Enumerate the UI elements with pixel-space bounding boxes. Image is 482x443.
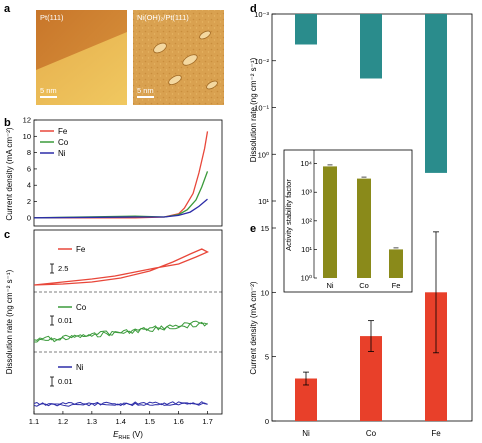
panel-d-ylabel: Dissolution rate (ng cm⁻² s⁻¹)	[249, 57, 258, 162]
panel-label-d: d	[250, 3, 257, 15]
panel-label-c: c	[4, 229, 10, 241]
scale-bar-right-label: 5 nm	[137, 86, 154, 95]
e-xtick-label: Co	[366, 429, 377, 438]
e-ytick-label: 0	[265, 417, 269, 426]
c-trace-co-2	[33, 321, 208, 341]
c-xtick-label: 1.5	[144, 417, 154, 426]
f-bar-ni	[323, 166, 337, 278]
panel-b: 0 2 4 6 8 10 12 Fe Co Ni Current density (mA cm⁻…	[5, 116, 223, 227]
f-ytick-label: 10¹	[301, 245, 312, 254]
b-ytick-label: 12	[23, 116, 31, 125]
panel-label-e: e	[250, 223, 256, 235]
c-trace-ni-2	[33, 401, 208, 406]
e-ytick-label: 10	[261, 288, 269, 297]
e-bar-co	[360, 336, 382, 421]
c-xtick-label: 1.2	[58, 417, 68, 426]
d-ytick-label: 10⁻¹	[254, 104, 269, 113]
d-ytick-label: 10⁻²	[254, 57, 269, 66]
e-bar-ni	[295, 378, 317, 421]
e-xtick-label: Ni	[302, 429, 310, 438]
f-ytick-label: 10⁰	[301, 274, 312, 283]
d-ytick-label: 10⁰	[258, 150, 269, 159]
scale-bar-right	[137, 96, 154, 98]
e-bar-fe	[425, 292, 447, 421]
c-xtick-label: 1.1	[29, 417, 39, 426]
c-xtick-label: 1.3	[87, 417, 97, 426]
b-ytick-label: 0	[27, 213, 31, 222]
panel-b-frame	[33, 119, 223, 227]
b-ytick-label: 2	[27, 197, 31, 206]
b-line-ni	[33, 198, 208, 219]
d-ytick-label: 10⁻³	[254, 10, 269, 19]
f-ytick-label: 10⁴	[300, 159, 312, 168]
stm-label-ni: Ni(OH)₂/Pt(111)	[137, 13, 189, 22]
c-scale-label: 0.01	[58, 316, 73, 325]
b-ytick-label: 8	[27, 148, 31, 157]
stm-terrace	[36, 32, 127, 105]
panel-d-e-f: 10⁻³ 10⁻² 10⁻¹ 10⁰ 10¹ 0 5 10 15 Ni Co Fe Dissolut…	[249, 10, 473, 438]
c-legend-label-ni: Ni	[76, 363, 84, 372]
e-ytick-label: 5	[265, 353, 269, 362]
panel-c-ylabel: Dissolution rate (ng cm⁻² s⁻¹)	[5, 269, 14, 374]
c-xtick-label: 1.7	[202, 417, 212, 426]
panel-c-frame	[33, 229, 223, 415]
panel-f-ylabel: Activity stability factor	[284, 179, 293, 251]
d-bar-ni	[295, 14, 317, 45]
f-ytick-label: 10³	[301, 188, 312, 197]
panel-label-a: a	[4, 3, 11, 15]
c-legend-label-co: Co	[76, 303, 87, 312]
c-trace-ni-1	[33, 402, 208, 407]
panel-b-ylabel: Current density (mA cm⁻²)	[5, 127, 14, 220]
c-scale-label: 2.5	[58, 264, 68, 273]
panel-c-xlabel: ERHE (V)	[113, 430, 143, 441]
panel-label-b: b	[4, 117, 11, 129]
stm-label-pt: Pt(111)	[40, 13, 64, 22]
scale-bar-left	[40, 96, 57, 98]
f-xtick-label: Ni	[326, 281, 333, 290]
b-line-co	[33, 171, 209, 219]
c-trace-fe	[33, 248, 210, 286]
c-legend-label-fe: Fe	[76, 245, 86, 254]
c-xtick-label: 1.4	[116, 417, 126, 426]
f-bar-co	[357, 178, 371, 278]
f-xtick-label: Co	[359, 281, 369, 290]
c-scale-label: 0.01	[58, 377, 73, 386]
panel-e-ylabel: Current density (mA cm⁻²)	[249, 281, 258, 374]
e-xtick-label: Fe	[431, 429, 441, 438]
c-xtick-label: 1.6	[173, 417, 183, 426]
scale-bar-left-label: 5 nm	[40, 86, 57, 95]
b-ytick-label: 6	[27, 164, 31, 173]
panel-a: Pt(111) 5 nm Ni(OH)₂/Pt(111) 5 nm	[36, 10, 224, 105]
d-bar-co	[360, 14, 382, 79]
b-legend-label-co: Co	[58, 138, 69, 147]
b-legend-label-ni: Ni	[58, 149, 66, 158]
d-ytick-label: 10¹	[258, 197, 269, 206]
f-xtick-label: Fe	[392, 281, 401, 290]
d-bar-fe	[425, 14, 447, 173]
b-ytick-label: 10	[23, 132, 31, 141]
e-ytick-label: 15	[261, 224, 269, 233]
b-ytick-label: 4	[27, 181, 31, 190]
f-bar-fe	[389, 249, 403, 278]
f-ytick-label: 10²	[301, 216, 312, 225]
b-legend-label-fe: Fe	[58, 127, 68, 136]
